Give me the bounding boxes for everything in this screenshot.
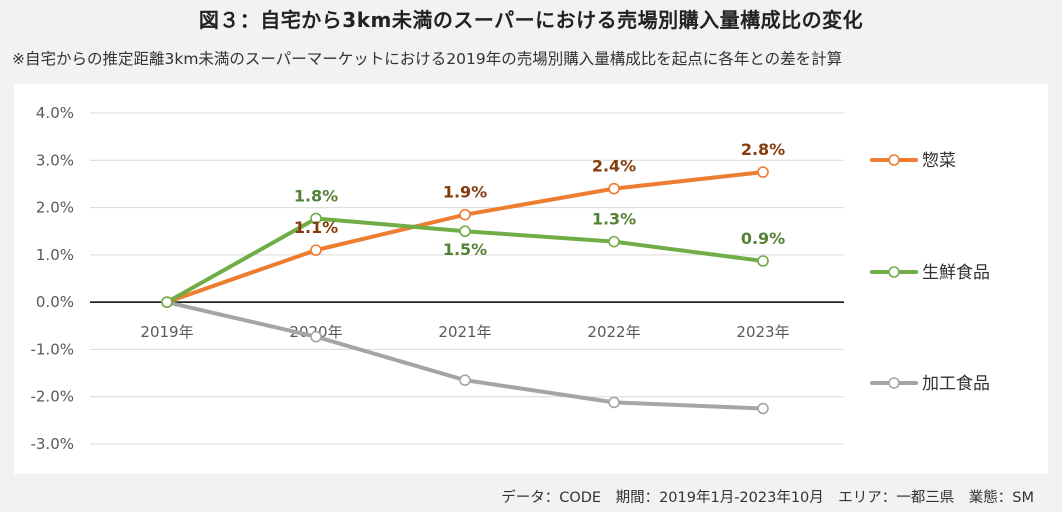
x-tick-label: 2021年 bbox=[438, 323, 491, 341]
data-label-sensen: 1.8% bbox=[294, 186, 338, 205]
legend-marker-souzai bbox=[888, 154, 900, 166]
legend-label-sensen: 生鮮食品 bbox=[922, 263, 990, 283]
x-tick-label: 2019年 bbox=[140, 323, 193, 341]
series-line-kakou bbox=[165, 300, 765, 411]
data-label-souzai: 1.1% bbox=[294, 218, 338, 237]
x-tick-label: 2023年 bbox=[736, 323, 789, 341]
y-tick-label: -3.0% bbox=[30, 435, 74, 453]
data-label-souzai: 1.9% bbox=[443, 183, 487, 202]
legend-marker-sensen bbox=[888, 266, 900, 278]
data-label-sensen: 1.5% bbox=[443, 240, 487, 259]
chart-title: 図３：自宅から3km未満のスーパーにおける売場別購入量構成比の変化 bbox=[198, 8, 864, 32]
chart-subtitle: ※自宅からの推定距離3km未満のスーパーマーケットにおける2019年の売場別購入… bbox=[12, 50, 843, 68]
data-label-sensen: 1.3% bbox=[592, 210, 636, 229]
data-point-souzai bbox=[310, 244, 322, 256]
data-point-kakou bbox=[459, 374, 471, 386]
y-tick-label: 3.0% bbox=[36, 151, 74, 169]
y-tick-label: 4.0% bbox=[36, 104, 74, 122]
data-point-kakou bbox=[310, 330, 322, 343]
y-tick-label: -1.0% bbox=[30, 340, 74, 358]
x-tick-label: 2022年 bbox=[587, 323, 640, 341]
data-point-souzai bbox=[757, 166, 769, 178]
y-tick-label: 1.0% bbox=[36, 246, 74, 264]
legend-label-kakou: 加工食品 bbox=[922, 374, 990, 394]
data-point-kakou bbox=[608, 396, 620, 409]
data-point-sensen bbox=[459, 225, 471, 238]
y-tick-label: 0.0% bbox=[36, 293, 74, 311]
data-point-kakou bbox=[757, 402, 769, 415]
legend-marker-kakou bbox=[888, 377, 900, 389]
data-label-souzai: 2.8% bbox=[741, 140, 785, 159]
legend-label-souzai: 惣菜 bbox=[922, 151, 956, 171]
data-label-souzai: 2.4% bbox=[592, 157, 636, 176]
y-tick-label: 2.0% bbox=[36, 199, 74, 217]
data-point-sensen bbox=[161, 296, 173, 308]
data-point-sensen bbox=[310, 212, 322, 225]
data-label-sensen: 0.9% bbox=[741, 229, 785, 248]
data-point-sensen bbox=[757, 255, 769, 267]
data-point-souzai bbox=[608, 182, 620, 195]
chart-panel: 4.0% 3.0% 2.0% 1.0% 0.0% -1.0% -2.0% -3.0% 2019… bbox=[14, 84, 1048, 474]
y-tick-label: -2.0% bbox=[30, 388, 74, 406]
data-point-souzai bbox=[459, 208, 471, 221]
data-point-sensen bbox=[608, 235, 620, 248]
line-chart: 4.0% 3.0% 2.0% 1.0% 0.0% -1.0% -2.0% -3.0% 2019… bbox=[30, 104, 990, 453]
data-source-note: データ：CODE 期間：2019年1月-2023年10月 エリア：一都三県 業態… bbox=[501, 490, 1034, 506]
